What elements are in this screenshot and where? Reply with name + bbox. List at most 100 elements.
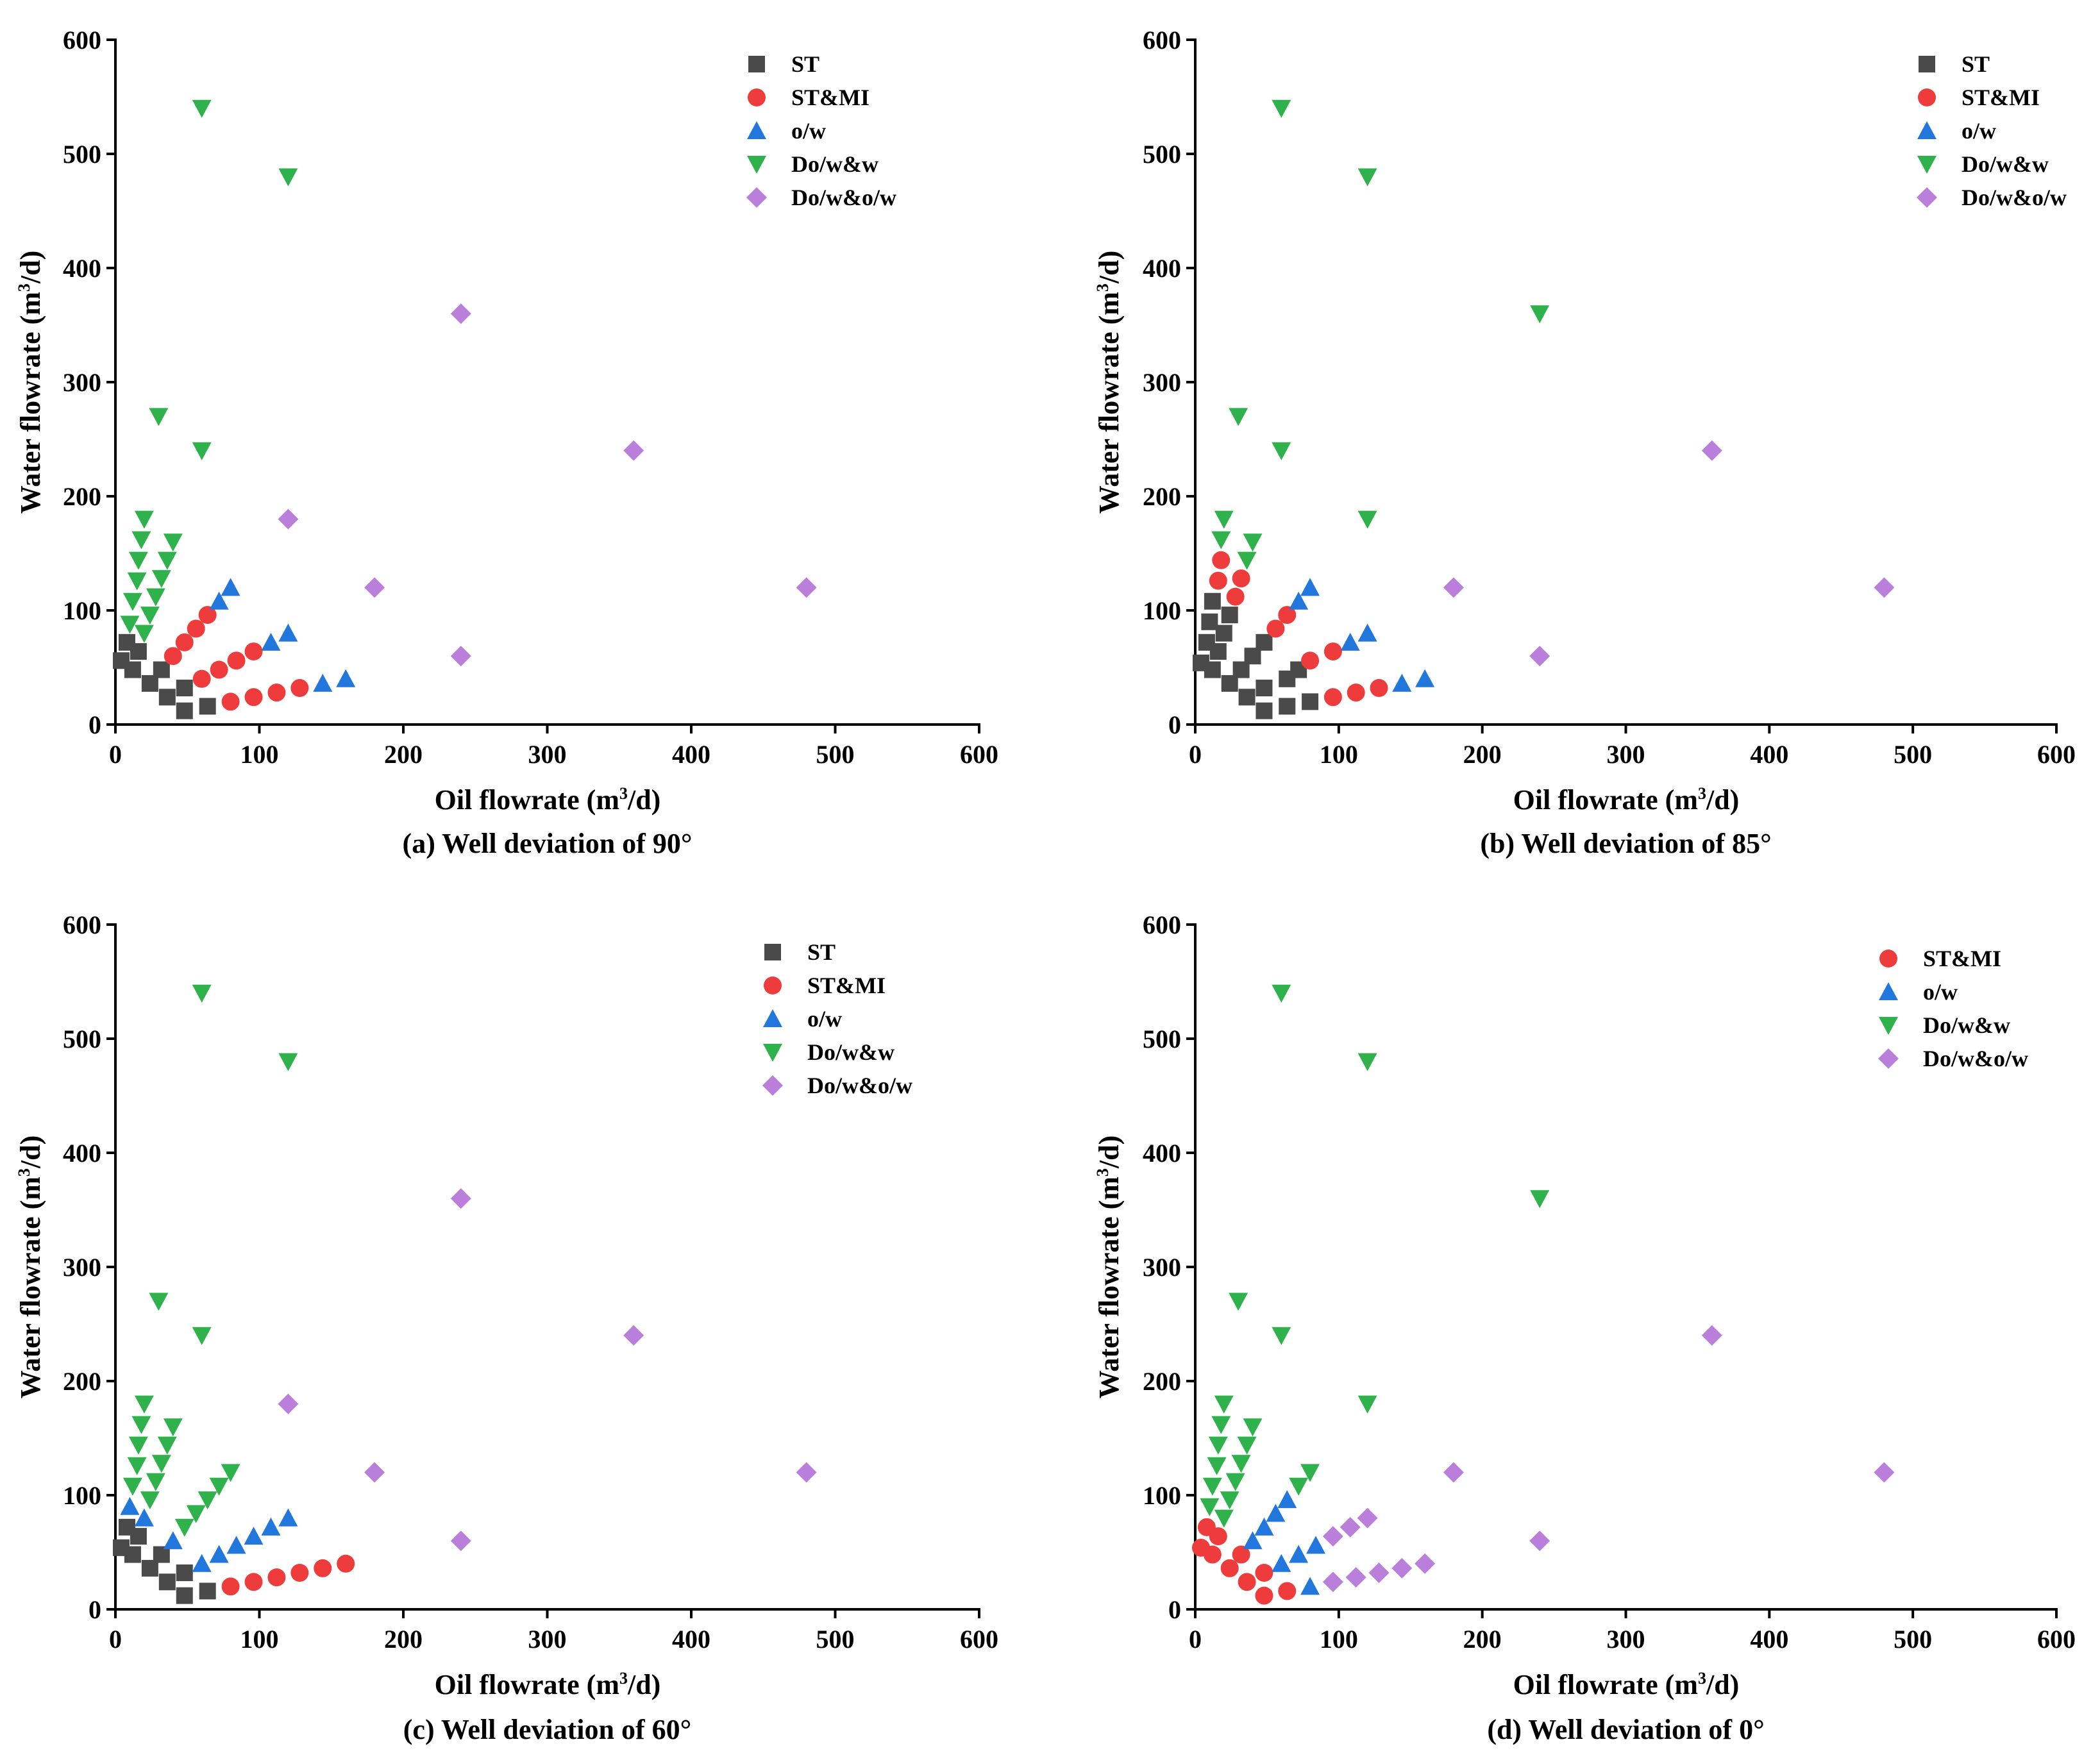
- data-point: [1220, 1559, 1239, 1577]
- legend-marker: [1917, 121, 1936, 139]
- data-point: [450, 646, 471, 667]
- x-tick-label: 400: [672, 740, 710, 769]
- data-point: [1301, 651, 1320, 670]
- y-tick-label: 0: [88, 710, 101, 739]
- data-point: [158, 689, 176, 706]
- data-point: [278, 1508, 298, 1527]
- y-tick-label: 300: [1143, 1253, 1181, 1282]
- data-point: [1214, 1509, 1234, 1528]
- y-tick-label: 500: [1143, 140, 1181, 169]
- data-point: [1211, 531, 1231, 549]
- data-point: [221, 692, 240, 711]
- x-axis-title-part: /d): [627, 784, 660, 816]
- data-point: [134, 1508, 154, 1527]
- data-point: [1347, 683, 1365, 702]
- data-point: [1415, 669, 1435, 687]
- data-point: [1256, 702, 1273, 719]
- data-point: [623, 1325, 644, 1346]
- x-tick-label: 200: [1463, 740, 1502, 769]
- data-point: [149, 1293, 169, 1311]
- data-point: [127, 572, 147, 591]
- data-point: [1272, 442, 1291, 460]
- legend-marker: [1917, 156, 1936, 174]
- data-point: [192, 984, 212, 1003]
- data-point: [1272, 984, 1291, 1003]
- data-point: [151, 570, 171, 589]
- data-point: [176, 702, 193, 719]
- data-point: [157, 551, 177, 570]
- y-tick-label: 500: [63, 140, 101, 169]
- data-point: [1229, 408, 1248, 426]
- data-point: [210, 660, 228, 679]
- data-point: [163, 1418, 183, 1437]
- data-point: [149, 408, 169, 426]
- y-tick-label: 600: [63, 910, 101, 939]
- panel-caption: (c) Well deviation of 60°: [403, 1714, 691, 1745]
- legend-label: Do/w&w: [1923, 1012, 2010, 1038]
- data-point: [131, 1416, 151, 1434]
- legend: ST ST&MI o/w Do/w&w Do/w&o/w: [762, 939, 912, 1098]
- data-point: [1256, 680, 1273, 697]
- x-axis-title: Oil flowrate (m3/d): [435, 1669, 661, 1700]
- data-point: [187, 619, 205, 638]
- data-point: [1322, 1526, 1343, 1547]
- legend-marker: [1879, 950, 1897, 968]
- data-point: [1289, 591, 1309, 610]
- data-point: [1300, 1577, 1320, 1595]
- y-axis-title-part: /d): [1093, 251, 1125, 284]
- y-tick-label: 600: [63, 26, 101, 54]
- series-st-mi: [1209, 551, 1388, 707]
- data-point: [1443, 1462, 1464, 1483]
- y-tick-label: 500: [63, 1025, 101, 1053]
- y-tick-label: 300: [63, 1253, 101, 1282]
- series-do-w-o-w: [1443, 440, 1895, 667]
- data-point: [1357, 510, 1377, 529]
- data-point: [1204, 592, 1221, 610]
- y-tick-label: 500: [1143, 1025, 1181, 1053]
- data-point: [226, 1536, 246, 1554]
- data-point: [151, 1455, 171, 1473]
- x-tick-label: 600: [2037, 740, 2076, 769]
- x-axis-title-part: /d): [1706, 1669, 1739, 1700]
- y-tick-label: 100: [1143, 1481, 1181, 1510]
- data-point: [122, 1477, 142, 1496]
- y-axis-title: Water flowrate (m3/d): [1093, 251, 1125, 514]
- x-axis-title: Oil flowrate (m3/d): [435, 784, 661, 816]
- data-point: [1229, 1293, 1248, 1311]
- legend-marker: [747, 156, 766, 174]
- data-point: [1208, 1436, 1228, 1455]
- y-tick-label: 0: [1168, 1595, 1181, 1624]
- data-point: [186, 1505, 206, 1523]
- data-point: [278, 1393, 299, 1414]
- legend-marker: [764, 944, 781, 960]
- data-point: [1874, 1462, 1895, 1483]
- y-tick-label: 300: [63, 368, 101, 397]
- data-point: [192, 442, 212, 460]
- legend: ST ST&MI o/w Do/w&w Do/w&o/w: [746, 51, 896, 210]
- legend-label: ST: [1961, 51, 1990, 77]
- data-point: [1340, 632, 1360, 651]
- x-tick-label: 500: [1894, 740, 1932, 769]
- data-point: [1701, 440, 1722, 461]
- y-tick-label: 100: [63, 1481, 101, 1510]
- legend-marker: [1919, 56, 1935, 72]
- data-point: [450, 1188, 471, 1209]
- x-tick-label: 300: [1607, 740, 1645, 769]
- data-point: [1529, 1530, 1550, 1552]
- data-point: [1237, 1436, 1257, 1455]
- x-axis-title-superscript: 3: [619, 1669, 628, 1688]
- y-axis-title-part: /d): [15, 251, 46, 284]
- legend-label: ST: [791, 51, 819, 77]
- y-tick-label: 200: [1143, 1367, 1181, 1396]
- panel-caption: (b) Well deviation of 85°: [1480, 828, 1771, 859]
- data-point: [1323, 642, 1342, 661]
- legend-marker: [748, 56, 765, 72]
- data-point: [131, 531, 151, 549]
- data-point: [176, 1587, 193, 1604]
- legend-label: o/w: [791, 118, 826, 144]
- data-point: [120, 1496, 140, 1515]
- data-point: [146, 588, 165, 607]
- data-point: [1204, 661, 1221, 678]
- x-axis-title-part: /d): [627, 1669, 660, 1700]
